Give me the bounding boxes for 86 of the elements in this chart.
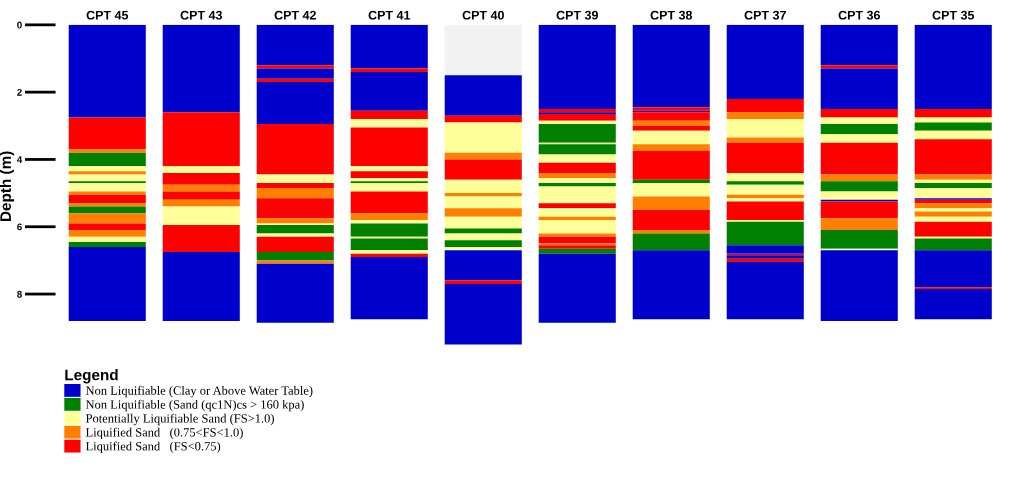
bar xyxy=(444,24,522,76)
legend-title: Legend xyxy=(65,369,118,384)
x-tick-label: CPT 45 xyxy=(86,10,129,20)
bar xyxy=(726,184,804,195)
bar xyxy=(632,125,710,131)
x-tick-label: CPT 41 xyxy=(368,10,411,20)
bar xyxy=(538,248,616,254)
bar xyxy=(350,250,428,254)
bar xyxy=(256,124,334,175)
bar xyxy=(820,191,898,200)
y-tick-label: 0 xyxy=(17,21,22,29)
bar xyxy=(820,117,898,125)
bar xyxy=(350,119,428,128)
legend-label: Non Liquifiable (Clay or Above Water Table) xyxy=(85,385,313,398)
bar xyxy=(726,142,804,173)
bar xyxy=(632,130,710,145)
bar xyxy=(162,172,240,185)
bar xyxy=(256,65,334,69)
bar xyxy=(726,172,804,182)
bar xyxy=(538,154,616,163)
bar xyxy=(350,71,428,111)
y-tick-label: 2 xyxy=(17,88,22,96)
bar xyxy=(350,110,428,120)
bar xyxy=(444,75,522,116)
bar xyxy=(68,246,146,321)
bar xyxy=(350,183,428,192)
legend-label: Non Liquifiable (Sand (qc1N)cs > 160 kpa) xyxy=(85,399,304,412)
bar xyxy=(162,112,240,167)
bar xyxy=(538,208,616,217)
bar xyxy=(820,24,898,66)
bar xyxy=(350,257,428,320)
bar xyxy=(914,250,992,288)
y-tick-label: 8 xyxy=(17,290,22,298)
bar xyxy=(726,24,804,99)
bar xyxy=(632,24,710,108)
bar xyxy=(820,68,898,109)
bar xyxy=(538,114,616,121)
bar xyxy=(914,216,992,222)
bar xyxy=(68,24,146,118)
x-tick-label: CPT 39 xyxy=(556,10,598,20)
bar xyxy=(444,283,522,345)
bar xyxy=(350,166,428,172)
bar xyxy=(256,68,334,79)
bar xyxy=(162,191,240,200)
bar xyxy=(68,166,146,172)
bar xyxy=(68,117,146,150)
bar xyxy=(256,174,334,184)
x-tick-label: CPT 42 xyxy=(274,10,316,20)
bar xyxy=(350,24,428,69)
y-tick-label: 6 xyxy=(17,223,22,231)
bar xyxy=(538,186,616,204)
bar xyxy=(820,134,898,143)
x-tick-label: CPT 37 xyxy=(744,10,786,20)
y-tick-label: 4 xyxy=(16,156,23,163)
legend-label: Liquified Sand (FS<0.75) xyxy=(85,441,221,454)
x-tick-label: CPT 35 xyxy=(932,10,975,20)
x-tick-label: CPT 40 xyxy=(462,10,504,20)
bar xyxy=(820,181,898,192)
bar xyxy=(162,24,240,113)
bar xyxy=(256,24,334,66)
bar xyxy=(538,24,616,109)
bar xyxy=(914,208,992,212)
bar xyxy=(820,250,898,321)
bar xyxy=(726,98,804,113)
bar xyxy=(820,65,898,69)
bar xyxy=(820,108,898,118)
bar xyxy=(538,253,616,323)
bar xyxy=(256,233,334,237)
x-tick-label: CPT 36 xyxy=(838,10,880,20)
bar xyxy=(538,220,616,234)
bar xyxy=(914,139,992,175)
bar xyxy=(914,130,992,140)
x-tick-label: CPT 43 xyxy=(180,10,222,20)
bar xyxy=(350,127,428,167)
bar xyxy=(726,262,804,320)
bar xyxy=(444,240,522,247)
legend-label: Liquified Sand (0.75<FS<1.0) xyxy=(85,427,243,440)
bar xyxy=(68,183,146,192)
bar xyxy=(914,108,992,118)
bar xyxy=(914,24,992,109)
legend-label: Potentially Liquifiable Sand (FS>1.0) xyxy=(85,413,274,426)
x-tick-label: CPT 38 xyxy=(650,10,693,20)
bar xyxy=(726,198,804,202)
bar xyxy=(632,183,710,197)
bar xyxy=(256,225,334,234)
y-axis-title: Depth (m) xyxy=(0,151,15,221)
